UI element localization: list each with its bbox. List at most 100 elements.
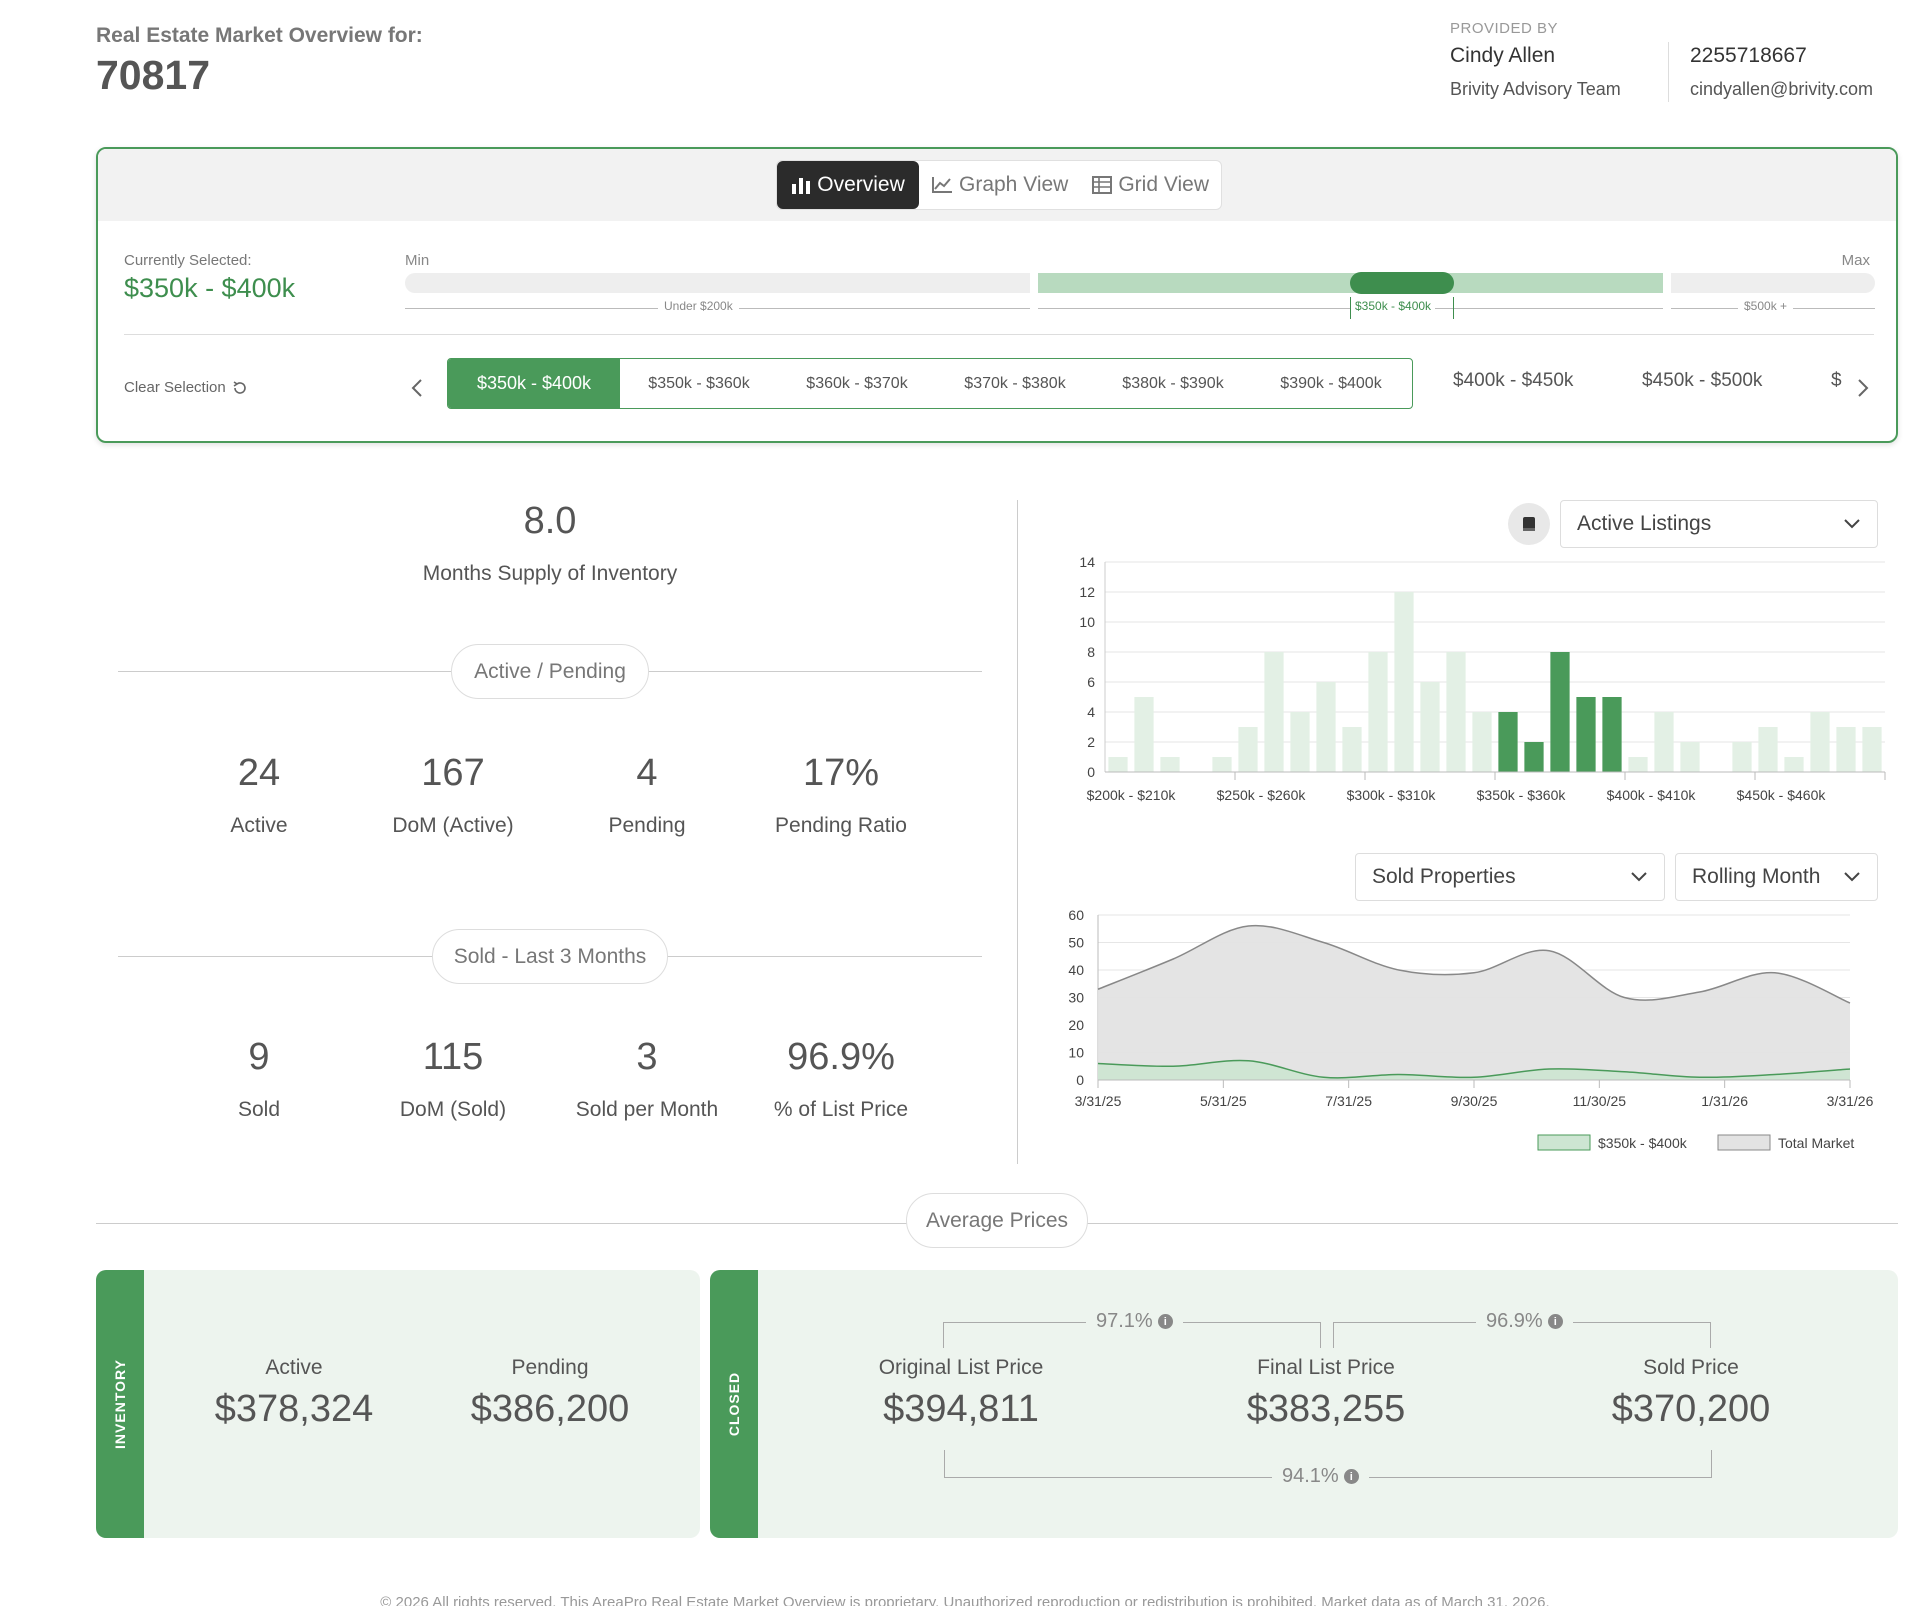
months-supply-value: 8.0 <box>523 500 577 542</box>
bar <box>1524 742 1544 772</box>
range-selected[interactable]: $350k - $400k <box>448 359 620 408</box>
x-tick-label: $200k - $210k <box>1087 787 1177 803</box>
period-dropdown-value: Rolling Month <box>1692 865 1821 888</box>
bar <box>1576 697 1596 772</box>
bookmark-button[interactable] <box>1508 503 1550 545</box>
y-tick-label: 2 <box>1087 734 1095 750</box>
range-next-partial[interactable]: $ <box>1831 370 1842 391</box>
subrange-380-390[interactable]: $380k - $390k <box>1122 374 1224 392</box>
bar <box>1758 727 1778 772</box>
range-450-500[interactable]: $450k - $500k <box>1642 370 1763 391</box>
agent-phone[interactable]: 2255718667 <box>1690 44 1807 67</box>
slider-handle[interactable] <box>1350 272 1454 294</box>
chevron-down-icon <box>1844 519 1860 529</box>
grid-icon <box>1092 176 1113 194</box>
y-tick-label: 60 <box>1068 907 1084 923</box>
bar <box>1264 652 1284 772</box>
subrange-360-370[interactable]: $360k - $370k <box>806 374 908 392</box>
sold-count: 9 <box>248 1036 270 1078</box>
bar <box>1290 712 1310 772</box>
listings-dropdown[interactable]: Active Listings <box>1560 500 1878 548</box>
bar <box>1212 757 1232 772</box>
sold-price-label: Sold Price <box>1643 1356 1739 1379</box>
pct-list-price-label: % of List Price <box>773 1098 909 1121</box>
orig-list-label: Original List Price <box>878 1356 1044 1379</box>
y-tick-label: 50 <box>1068 935 1084 951</box>
y-tick-label: 0 <box>1076 1072 1084 1088</box>
closed-tag: CLOSED <box>710 1270 758 1538</box>
x-tick-label: $400k - $410k <box>1607 787 1697 803</box>
bar <box>1446 652 1466 772</box>
segment-tick-right <box>1453 297 1454 319</box>
currently-selected-label: Currently Selected: <box>124 252 252 269</box>
price-range-panel: Overview Graph View Grid View Currently … <box>96 147 1898 443</box>
currently-selected-value: $350k - $400k <box>124 273 296 303</box>
months-supply-label: Months Supply of Inventory <box>422 562 678 585</box>
x-tick-label: 7/31/25 <box>1325 1093 1372 1109</box>
bar <box>1160 757 1180 772</box>
subrange-370-380[interactable]: $370k - $380k <box>964 374 1066 392</box>
chevron-left-icon[interactable] <box>405 373 429 403</box>
info-icon[interactable]: i <box>1157 1314 1173 1329</box>
x-tick-label: $250k - $260k <box>1217 787 1307 803</box>
area-series-line <box>1097 924 1851 1004</box>
final-list-value: $383,255 <box>1246 1388 1406 1430</box>
bar <box>1498 712 1518 772</box>
subrange-350-360[interactable]: $350k - $360k <box>648 374 750 392</box>
segment-label-mid: $350k - $400k <box>1351 299 1436 313</box>
bar <box>1472 712 1492 772</box>
bar <box>1550 652 1570 772</box>
pending-ratio: 17% <box>802 752 880 794</box>
sold-dropdown-value: Sold Properties <box>1372 865 1516 888</box>
chevron-down-icon <box>1631 872 1647 882</box>
area-series-fill <box>1098 925 1850 1080</box>
slider-segment-low[interactable] <box>405 273 1030 293</box>
tab-grid-view-label: Grid View <box>1118 173 1209 196</box>
sold-dropdown[interactable]: Sold Properties <box>1355 853 1665 901</box>
info-icon[interactable]: i <box>1343 1469 1359 1484</box>
bar <box>1784 757 1804 772</box>
bar <box>1836 727 1856 772</box>
bookmark-icon <box>1523 517 1535 531</box>
clear-selection-button[interactable]: Clear Selection <box>124 379 248 396</box>
slider-max-label: Max <box>1841 252 1870 269</box>
legend-label: $350k - $400k <box>1598 1135 1688 1151</box>
segment-label-low: Under $200k <box>658 299 739 313</box>
bar <box>1732 742 1752 772</box>
sold-title: Sold - Last 3 Months <box>432 929 668 984</box>
y-tick-label: 0 <box>1087 764 1095 780</box>
tab-graph-view[interactable]: Graph View <box>919 161 1080 209</box>
agent-email[interactable]: cindyallen@brivity.com <box>1690 79 1873 99</box>
sold-per-month-label: Sold per Month <box>575 1098 719 1121</box>
slider-segment-high[interactable] <box>1671 273 1875 293</box>
y-tick-label: 40 <box>1068 962 1084 978</box>
chevron-right-icon[interactable] <box>1851 373 1875 403</box>
x-tick-label: 1/31/26 <box>1701 1093 1748 1109</box>
info-icon[interactable]: i <box>1547 1314 1563 1329</box>
sold-area-chart: 0 10 20 30 40 50 60 3/31/25 5/31/25 7/31/25 9/30/2… <box>1068 907 1873 1151</box>
header-divider <box>1668 42 1669 102</box>
bar <box>1134 697 1154 772</box>
pct-list-price: 96.9% <box>787 1036 895 1078</box>
bar <box>1108 757 1128 772</box>
pct-final-sold: 96.9% i <box>1476 1310 1573 1333</box>
x-tick-label: $450k - $460k <box>1737 787 1827 803</box>
range-400-450[interactable]: $400k - $450k <box>1453 370 1574 391</box>
x-tick-label: 9/30/25 <box>1451 1093 1498 1109</box>
chevron-down-icon <box>1844 872 1860 882</box>
subrange-390-400[interactable]: $390k - $400k <box>1280 374 1382 392</box>
dom-active-label: DoM (Active) <box>392 814 514 837</box>
dom-sold-label: DoM (Sold) <box>399 1098 507 1121</box>
closed-prices-card: CLOSED 97.1% i 96.9% i Original List Price… <box>710 1270 1898 1538</box>
bar <box>1316 682 1336 772</box>
tab-grid-view[interactable]: Grid View <box>1080 161 1221 209</box>
tab-overview[interactable]: Overview <box>777 161 919 209</box>
period-dropdown[interactable]: Rolling Month <box>1675 853 1878 901</box>
active-listings-bar-chart: 0 2 4 6 8 10 12 14 $200k - $210k $250k - $260k $30… <box>1079 554 1886 803</box>
final-list-label: Final List Price <box>1257 1356 1395 1379</box>
x-tick-label: 5/31/25 <box>1200 1093 1247 1109</box>
avg-active-label: Active <box>265 1356 323 1379</box>
zip-code: 70817 <box>96 52 211 98</box>
active-pending-title: Active / Pending <box>451 644 649 699</box>
y-tick-label: 12 <box>1079 584 1095 600</box>
